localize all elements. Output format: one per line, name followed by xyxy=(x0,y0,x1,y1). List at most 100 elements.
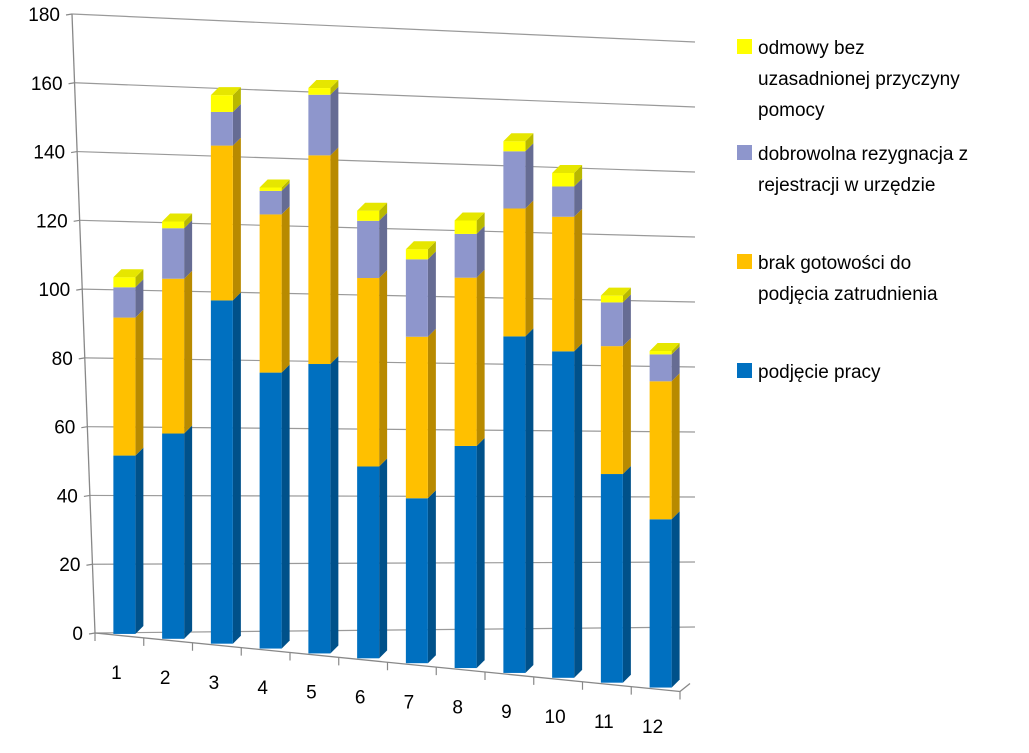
bar-front xyxy=(259,214,282,373)
bar-top xyxy=(552,165,583,173)
bar-front xyxy=(649,351,672,355)
x-tick-label: 8 xyxy=(452,697,463,718)
bar-top xyxy=(113,269,144,278)
bar-segment xyxy=(162,220,193,279)
gridline xyxy=(92,561,696,565)
bar-segment xyxy=(649,346,680,382)
bar-segment xyxy=(308,86,339,156)
bar-segment xyxy=(210,292,241,644)
legend: odmowy bez uzasadnionej przyczyny pomocy do… xyxy=(737,38,968,383)
bar-front xyxy=(259,190,282,215)
bar-front xyxy=(357,220,380,279)
y-tick-mark xyxy=(86,563,93,566)
x-tick-label: 2 xyxy=(160,668,171,689)
bar-segment xyxy=(600,287,631,303)
bar-front xyxy=(552,186,575,217)
bar-side xyxy=(184,270,193,434)
bar-side xyxy=(232,87,241,112)
bar-segment xyxy=(600,466,631,683)
bar-side xyxy=(525,133,534,152)
bar-front xyxy=(210,111,233,146)
bar-side xyxy=(330,80,339,95)
bar-segment xyxy=(259,182,290,215)
bar-side xyxy=(671,511,680,688)
bar-segment xyxy=(405,251,436,337)
bar-segment xyxy=(503,328,534,673)
x-tick-label: 7 xyxy=(404,692,415,713)
bar-front xyxy=(357,210,380,221)
bar-front xyxy=(454,445,477,669)
x-tick-label: 9 xyxy=(501,702,512,723)
bar-side xyxy=(135,309,144,456)
bar-side xyxy=(379,270,388,467)
bar-front xyxy=(308,94,331,156)
bar-front xyxy=(210,300,233,644)
legend-item: dobrowolna rezygnacja z rejestracji w urz… xyxy=(737,144,968,196)
y-tick-mark xyxy=(71,150,78,154)
bar-segment xyxy=(649,343,680,355)
bar-segment xyxy=(113,447,144,634)
bar-front xyxy=(552,351,575,678)
bar-segment xyxy=(210,87,241,112)
bar-segment xyxy=(162,213,193,229)
bar-front xyxy=(454,220,477,234)
bar-top xyxy=(259,179,290,188)
bar-top xyxy=(649,343,680,352)
bar-segment xyxy=(454,269,485,446)
bar-front xyxy=(649,354,672,382)
bar-front xyxy=(503,141,526,152)
bar-segment xyxy=(405,490,436,664)
bar-side xyxy=(330,147,339,365)
bar-side xyxy=(184,220,193,279)
bar-side xyxy=(330,356,339,654)
bar-side xyxy=(427,241,436,260)
x-tick-label: 10 xyxy=(545,707,566,728)
legend-item: brak gotowości do podjęcia zatrudnienia xyxy=(737,253,938,305)
y-axis xyxy=(71,13,96,634)
gridline xyxy=(71,13,696,43)
bar-side xyxy=(427,328,436,499)
bar-segment xyxy=(162,425,193,639)
bar-segment xyxy=(649,511,680,688)
bars xyxy=(113,80,680,688)
bar-side xyxy=(232,103,241,146)
bar-segment xyxy=(259,179,290,191)
bar-segment xyxy=(308,356,339,654)
bar-segment xyxy=(113,279,144,318)
axes xyxy=(65,13,691,700)
y-tick-mark xyxy=(81,426,88,429)
bar-top xyxy=(210,87,241,96)
bar-side xyxy=(427,251,436,337)
legend-swatch xyxy=(737,254,752,269)
bar-front xyxy=(113,317,136,456)
bar-top xyxy=(600,287,631,296)
bar-top xyxy=(162,213,193,222)
bar-segment xyxy=(552,178,583,217)
bar-segment xyxy=(503,143,534,209)
y-tick-mark xyxy=(65,13,73,16)
bar-front xyxy=(259,372,282,649)
legend-swatch xyxy=(737,363,752,378)
bar-segment xyxy=(308,147,339,365)
x-tick-labels: 1 2 3 4 5 6 7 8 9 10 11 12 xyxy=(111,663,663,738)
bar-side xyxy=(622,287,631,303)
gridline xyxy=(77,150,696,173)
bar-top xyxy=(308,80,339,89)
bar-front xyxy=(308,155,331,365)
bar-segment xyxy=(113,269,144,288)
bar-segment xyxy=(357,212,388,279)
legend-label: rejestracji w urzędzie xyxy=(758,175,935,196)
y-tick-label: 60 xyxy=(54,418,75,439)
bar-front xyxy=(162,221,185,229)
bar-segment xyxy=(210,137,241,301)
y-tick-label: 140 xyxy=(33,143,65,164)
bar-segment xyxy=(454,212,485,234)
y-tick-mark xyxy=(73,219,80,222)
bar-front xyxy=(552,216,575,352)
legend-item: odmowy bez uzasadnionej przyczyny pomocy xyxy=(737,38,960,121)
bar-segment xyxy=(503,133,534,152)
bar-side xyxy=(622,294,631,347)
bar-side xyxy=(379,458,388,659)
x-axis-corner xyxy=(679,682,691,693)
bar-side xyxy=(184,425,193,639)
